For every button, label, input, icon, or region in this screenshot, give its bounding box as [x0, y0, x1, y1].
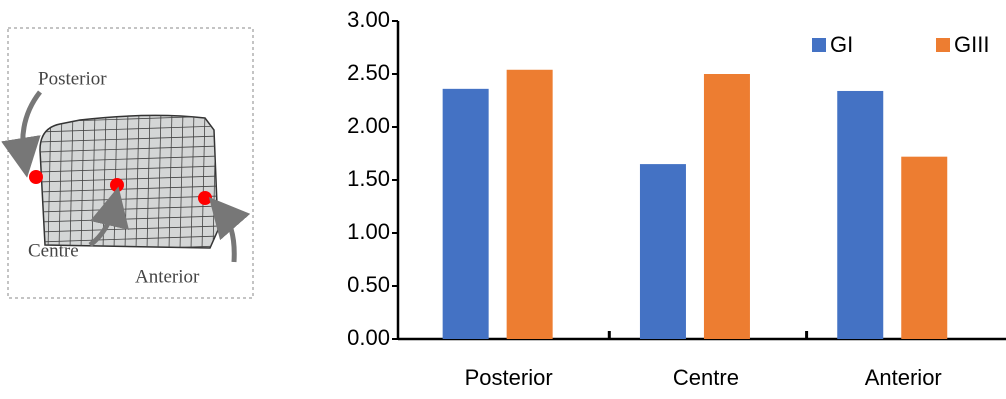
bar	[507, 70, 553, 339]
mesh-diagram: Posterior Centre Anterior	[8, 28, 253, 298]
legend-label: GIII	[954, 32, 989, 57]
bar	[837, 91, 883, 339]
diagram-label: Posterior	[38, 68, 107, 89]
x-tick-label: Posterior	[465, 365, 553, 390]
legend-swatch	[936, 38, 950, 52]
bar	[901, 157, 947, 339]
bar-chart: 0.00 0.50 1.00 1.50 2.00 2.50 3.00 Posterior Cen…	[347, 7, 1006, 390]
arrow	[222, 212, 234, 262]
legend-swatch	[812, 38, 826, 52]
diagram-label: Anterior	[135, 266, 200, 287]
y-tick-label: 1.00	[347, 219, 390, 244]
y-tick-label: 3.00	[347, 7, 390, 32]
point-anterior	[198, 191, 212, 205]
page: {"diagram": {"labels": ["Posterior", "Ce…	[0, 0, 1006, 394]
y-tick-label: 2.50	[347, 60, 390, 85]
x-tick-label: Anterior	[865, 365, 942, 390]
arrow	[23, 92, 40, 158]
x-tick-label: Centre	[673, 365, 739, 390]
bar	[704, 74, 750, 339]
y-tick-label: 0.00	[347, 325, 390, 350]
point-centre	[110, 178, 124, 192]
bar	[640, 164, 686, 339]
legend-label: GI	[830, 32, 853, 57]
y-tick-label: 1.50	[347, 166, 390, 191]
y-tick-label: 2.00	[347, 113, 390, 138]
figure: Posterior Centre Anterior 0.00 0.50 1.00 1.…	[0, 0, 1006, 394]
point-posterior	[29, 170, 43, 184]
bar	[443, 89, 489, 339]
y-tick-label: 0.50	[347, 272, 390, 297]
diagram-label: Centre	[28, 240, 79, 261]
